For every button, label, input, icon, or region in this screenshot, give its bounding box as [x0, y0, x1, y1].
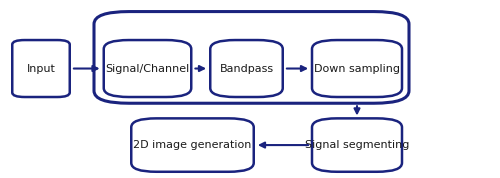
FancyBboxPatch shape: [104, 40, 191, 97]
Text: Signal segmenting: Signal segmenting: [305, 140, 409, 150]
FancyBboxPatch shape: [12, 40, 70, 97]
FancyBboxPatch shape: [94, 12, 409, 103]
FancyBboxPatch shape: [312, 118, 402, 172]
Text: 2D image generation: 2D image generation: [134, 140, 252, 150]
FancyBboxPatch shape: [312, 40, 402, 97]
FancyBboxPatch shape: [210, 40, 283, 97]
Text: Signal/Channel: Signal/Channel: [106, 64, 190, 74]
Text: Bandpass: Bandpass: [220, 64, 274, 74]
Text: Down sampling: Down sampling: [314, 64, 400, 74]
Text: Input: Input: [26, 64, 56, 74]
FancyBboxPatch shape: [131, 118, 254, 172]
